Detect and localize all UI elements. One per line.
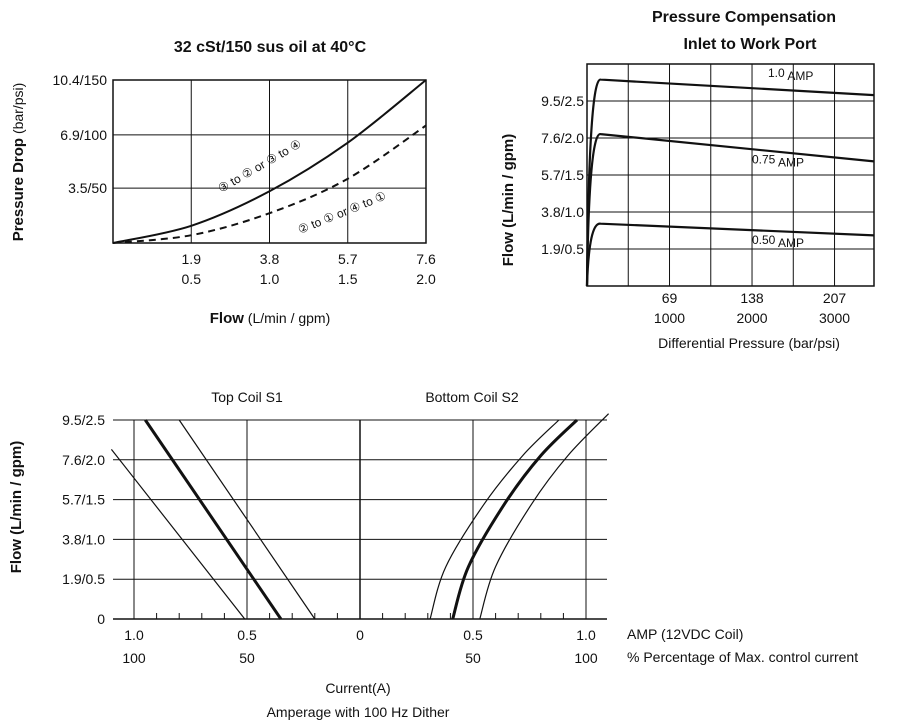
- pressure-comp-y-tick-label: 3.8/1.0: [541, 204, 584, 220]
- amperage-y-tick-label: 0: [97, 611, 105, 627]
- pressure-drop-series-label-solid: ③ to ② or ③ to ④: [216, 137, 304, 196]
- amperage-x-ticks: 1.0 0.5 0 0.5 1.0 100 50 50 100: [122, 627, 598, 666]
- pressure-drop-x-tick-label: 1.0: [260, 271, 280, 287]
- pressure-comp-y-tick-label: 5.7/1.5: [541, 167, 584, 183]
- amperage-curves: [110, 413, 610, 620]
- pressure-drop-x-axis-label: Flow (L/min / gpm): [210, 310, 331, 327]
- curve-amp-unit: AMP: [775, 236, 804, 250]
- amperage-x-tick-label: 100: [122, 650, 146, 666]
- amperage-curve-s1-bold: [144, 419, 283, 620]
- pressure-drop-y-tick-label: 6.9/100: [60, 127, 107, 143]
- pressure-comp-y-tick-label: 7.6/2.0: [541, 130, 584, 146]
- pressure-comp-title-line2: Inlet to Work Port: [683, 36, 817, 53]
- pressure-comp-curve: [585, 78, 875, 287]
- pressure-comp-x-tick-label: 69: [662, 290, 678, 306]
- pressure-drop-x-tick-label: 1.9: [182, 251, 202, 267]
- amperage-x-tick-label: 50: [465, 650, 481, 666]
- curve-amp-value: 1.0: [768, 66, 785, 80]
- amperage-y-ticks: 0 1.9/0.5 3.8/1.0 5.7/1.5 7.6/2.0 9.5/2.5: [62, 412, 105, 627]
- pressure-comp-curve: [585, 222, 875, 287]
- amperage-x-tick-label: 0: [356, 627, 364, 643]
- pressure-drop-x-tick-label: 5.7: [338, 251, 358, 267]
- pressure-drop-solid-curve: [112, 79, 427, 244]
- pressure-comp-y-tick-label: 1.9/0.5: [541, 241, 584, 257]
- pressure-drop-y-label-rest: (bar/psi): [10, 83, 26, 138]
- amperage-grid: [113, 419, 607, 620]
- pressure-comp-x-tick-label: 207: [823, 290, 847, 306]
- pressure-drop-frame: [112, 79, 427, 244]
- pressure-comp-title-line1: Pressure Compensation: [652, 9, 836, 26]
- amperage-y-tick-label: 3.8/1.0: [62, 531, 105, 547]
- pressure-comp-curve-label: 1.0 AMP: [768, 66, 813, 83]
- pressure-comp-grid: [587, 64, 874, 286]
- pressure-comp-y-tick-label: 9.5/2.5: [541, 93, 584, 109]
- curve-amp-unit: AMP: [775, 155, 804, 169]
- pressure-comp-x-tick-label: 2000: [736, 310, 767, 326]
- pressure-drop-series-label-dashed: ② to ① or ④ to ①: [296, 189, 388, 237]
- amperage-curve-s1-thin: [178, 419, 316, 620]
- pressure-drop-x-tick-label: 7.6: [416, 251, 436, 267]
- amperage-x-tick-label: 100: [574, 650, 598, 666]
- pressure-drop-y-axis-label: Pressure Drop (bar/psi): [10, 83, 27, 242]
- amperage-curve-s2-bold: [451, 418, 579, 620]
- pressure-comp-curve-label: 0.50 AMP: [752, 233, 804, 250]
- curve-amp-unit: AMP: [785, 69, 814, 83]
- amperage-x-tick-label: 1.0: [124, 627, 144, 643]
- amperage-caption: Amperage with 100 Hz Dither: [267, 704, 450, 720]
- amperage-x-tick-label: 1.0: [576, 627, 596, 643]
- pressure-drop-grid: [113, 80, 426, 243]
- pressure-drop-x-tick-label: 1.5: [338, 271, 358, 287]
- pressure-drop-x-ticks: 1.9 3.8 5.7 7.6 0.5 1.0 1.5 2.0: [182, 251, 436, 287]
- pressure-drop-chart: 32 cSt/150 sus oil at 40°C 3.5/50 6.9/100…: [10, 39, 436, 327]
- pressure-compensation-chart: Pressure Compensation Inlet to Work Port…: [500, 9, 875, 351]
- amperage-curve-s1-thin: [110, 448, 246, 620]
- pressure-drop-y-ticks: 3.5/50 6.9/100 10.4/150: [53, 72, 108, 196]
- pressure-comp-x-ticks: 69 138 207 1000 2000 3000: [654, 290, 850, 326]
- amperage-x-note-percent: % Percentage of Max. control current: [627, 649, 858, 665]
- pressure-drop-dashed-curve: [112, 124, 427, 244]
- amperage-x-note-amp: AMP (12VDC Coil): [627, 626, 743, 642]
- pressure-comp-x-axis-label: Differential Pressure (bar/psi): [658, 335, 840, 351]
- pressure-drop-x-label-rest: (L/min / gpm): [244, 310, 330, 326]
- pressure-comp-y-axis-label: Flow (L/min / gpm): [500, 134, 517, 266]
- amperage-x-tick-label: 0.5: [237, 627, 257, 643]
- top-coil-label: Top Coil S1: [211, 389, 283, 405]
- pressure-drop-x-tick-label: 0.5: [182, 271, 202, 287]
- pressure-drop-y-tick-label: 10.4/150: [53, 72, 108, 88]
- pressure-comp-x-tick-label: 138: [740, 290, 764, 306]
- curve-amp-value: 0.50: [752, 233, 776, 247]
- pressure-drop-x-tick-label: 3.8: [260, 251, 280, 267]
- amperage-y-tick-label: 5.7/1.5: [62, 492, 105, 508]
- amperage-x-tick-label: 0.5: [463, 627, 483, 643]
- pressure-comp-y-ticks: 1.9/0.5 3.8/1.0 5.7/1.5 7.6/2.0 9.5/2.5: [541, 93, 584, 257]
- curve-amp-value: 0.75: [752, 152, 776, 166]
- amperage-y-tick-label: 7.6/2.0: [62, 452, 105, 468]
- amperage-curve-s2-thin: [479, 413, 610, 620]
- amperage-y-tick-label: 1.9/0.5: [62, 571, 105, 587]
- pressure-drop-y-tick-label: 3.5/50: [68, 180, 107, 196]
- pressure-drop-title: 32 cSt/150 sus oil at 40°C: [174, 39, 367, 56]
- pressure-comp-frame: [586, 63, 875, 287]
- pressure-comp-curve-label: 0.75 AMP: [752, 152, 804, 169]
- amperage-x-axis-label: Current(A): [325, 680, 390, 696]
- pressure-drop-x-tick-label: 2.0: [416, 271, 436, 287]
- pressure-comp-x-tick-label: 3000: [819, 310, 850, 326]
- amperage-chart: Top Coil S1 Bottom Coil S2 0 1.9/0.5 3.8/1…: [8, 389, 858, 720]
- pressure-drop-curves: [112, 79, 427, 244]
- amperage-y-axis-label: Flow (L/min / gpm): [8, 441, 25, 573]
- pressure-comp-x-tick-label: 1000: [654, 310, 685, 326]
- pressure-comp-curve: [585, 133, 875, 287]
- pressure-comp-curves: [585, 78, 875, 287]
- amperage-y-tick-label: 9.5/2.5: [62, 412, 105, 428]
- amperage-x-tick-label: 50: [239, 650, 255, 666]
- bottom-coil-label: Bottom Coil S2: [425, 389, 519, 405]
- pressure-drop-y-label-bold: Pressure Drop: [10, 138, 27, 241]
- amperage-curve-s2-thin: [429, 419, 560, 620]
- pressure-drop-x-label-bold: Flow: [210, 310, 244, 327]
